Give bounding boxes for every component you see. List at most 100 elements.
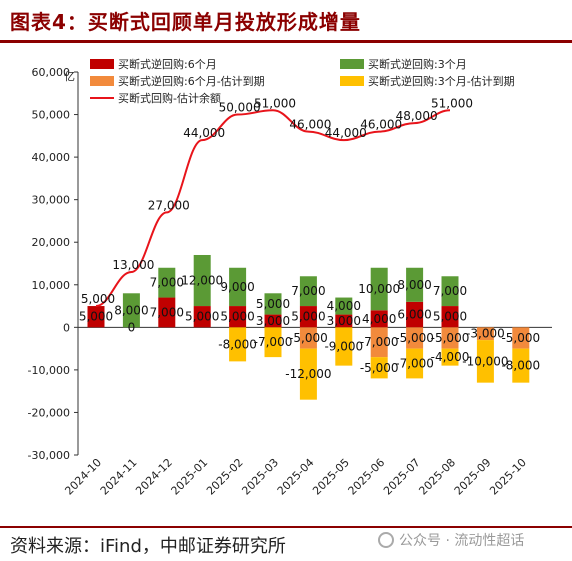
bar-6m-2025-01 <box>193 306 211 328</box>
label-balance: 44,000 <box>183 126 225 140</box>
footer-rule <box>0 526 572 528</box>
balance-line <box>95 109 451 308</box>
bar-6m-2025-06 <box>370 310 388 328</box>
label-6m: 5,000 <box>291 310 325 324</box>
label-3m: 7,000 <box>150 276 184 290</box>
legend-swatch-m3 <box>340 76 364 86</box>
y-tick-label: -30,000 <box>28 449 70 462</box>
label-balance: 27,000 <box>148 198 190 212</box>
bar-6m-maturity-2025-07 <box>406 327 424 349</box>
title-bar: 图表4：买断式回顾单月投放形成增量 <box>0 0 572 40</box>
bar-6m-2025-02 <box>229 306 247 328</box>
x-tick-label: 2024-11 <box>98 456 140 498</box>
label-3m-maturity: -7,000 <box>254 335 293 349</box>
label-6m-maturity: -7,000 <box>360 335 399 349</box>
label-3m-maturity: -4,000 <box>431 350 470 364</box>
bar-3m-maturity-2025-07 <box>406 348 424 379</box>
label-balance: 5,000 <box>81 292 115 306</box>
x-tick-label: 2025-02 <box>204 456 246 498</box>
legend-label-bal: 买断式回购-估计余额 <box>118 91 221 105</box>
label-6m: 4,000 <box>362 312 396 326</box>
legend-swatch-s3 <box>340 59 364 69</box>
label-balance: 48,000 <box>396 109 438 123</box>
label-3m: 5,000 <box>256 297 290 311</box>
label-6m-maturity: -3,000 <box>466 327 505 341</box>
label-6m-maturity: -5,000 <box>431 331 470 345</box>
bar-6m-maturity-2025-06 <box>370 327 388 358</box>
legend-swatch-m6 <box>90 76 114 86</box>
bar-3m-2025-08 <box>441 276 459 307</box>
label-6m-maturity: -5,000 <box>395 331 434 345</box>
label-balance: 51,000 <box>254 96 296 110</box>
label-6m: 7,000 <box>150 305 184 319</box>
label-3m-maturity: -8,000 <box>218 337 257 351</box>
source-note: 资料来源：iFind，中邮证券研究所 <box>10 536 286 557</box>
bar-3m-maturity-2025-02 <box>229 327 247 362</box>
watermark: 公众号 · 流动性超话 <box>378 530 524 550</box>
bar-3m-maturity-2025-10 <box>512 348 530 383</box>
label-3m-maturity: -7,000 <box>395 357 434 371</box>
bar-3m-2024-12 <box>158 267 176 298</box>
x-tick-label: 2025-06 <box>346 456 388 498</box>
label-3m-maturity: -8,000 <box>501 359 540 373</box>
label-balance: 51,000 <box>431 96 473 110</box>
legend-label-s6: 买断式逆回购:6个月 <box>118 57 217 71</box>
bar-6m-maturity-2025-04 <box>299 327 317 349</box>
bar-3m-maturity-2025-06 <box>370 357 388 379</box>
title-rule <box>0 40 572 43</box>
y-tick-label: 50,000 <box>32 109 71 122</box>
bar-3m-maturity-2025-03 <box>264 327 282 358</box>
label-6m: 5,000 <box>433 310 467 324</box>
y-tick-label: -20,000 <box>28 406 70 419</box>
y-tick-label: -10,000 <box>28 364 70 377</box>
label-3m-maturity: -12,000 <box>285 367 331 381</box>
y-tick-label: 0 <box>63 321 70 334</box>
bar-6m-2024-10 <box>87 306 105 328</box>
legend-swatch-s6 <box>90 59 114 69</box>
x-tick-label: 2025-08 <box>416 456 458 498</box>
bar-6m-2025-03 <box>264 314 282 328</box>
bar-3m-2025-07 <box>406 267 424 302</box>
bar-6m-2025-04 <box>299 306 317 328</box>
bar-6m-2024-12 <box>158 297 176 328</box>
label-3m: 7,000 <box>291 284 325 298</box>
bar-3m-2024-11 <box>122 293 140 328</box>
label-6m: 3,000 <box>327 314 361 328</box>
bar-3m-2025-06 <box>370 267 388 311</box>
label-6m-maturity: -5,000 <box>289 331 328 345</box>
bar-3m-maturity-2025-08 <box>441 348 459 366</box>
label-6m: 0 <box>128 320 136 334</box>
label-balance: 50,000 <box>219 101 261 115</box>
wechat-icon <box>378 532 394 548</box>
label-3m: 9,000 <box>220 280 254 294</box>
y-tick-label: 40,000 <box>32 151 71 164</box>
label-6m: 3,000 <box>256 314 290 328</box>
label-6m: 5,000 <box>185 310 219 324</box>
y-tick-label: 20,000 <box>32 236 71 249</box>
label-6m-maturity: -5,000 <box>501 331 540 345</box>
label-3m-maturity: -5,000 <box>360 361 399 375</box>
watermark-text: 公众号 · 流动性超话 <box>399 533 525 549</box>
y-tick-label: 60,000 <box>32 66 71 79</box>
label-6m: 6,000 <box>397 308 431 322</box>
bar-6m-maturity-2025-08 <box>441 327 459 349</box>
label-balance: 46,000 <box>289 118 331 132</box>
label-balance: 44,000 <box>325 126 367 140</box>
label-balance: 13,000 <box>112 258 154 272</box>
label-3m: 8,000 <box>114 303 148 317</box>
bar-3m-2025-01 <box>193 254 211 307</box>
bar-6m-2025-05 <box>335 314 353 328</box>
label-3m: 4,000 <box>327 299 361 313</box>
x-tick-label: 2025-10 <box>487 456 529 498</box>
bar-3m-2025-04 <box>299 276 317 307</box>
x-tick-label: 2025-01 <box>169 456 211 498</box>
label-3m: 7,000 <box>433 284 467 298</box>
y-unit-label: 亿 <box>64 70 75 83</box>
x-tick-label: 2025-07 <box>381 456 423 498</box>
bar-line-chart: 60,000 50,000 40,000 30,000 20,000 10,000 0 -10… <box>28 57 552 498</box>
x-tick-label: 2025-03 <box>239 456 281 498</box>
y-tick-label: 30,000 <box>32 194 71 207</box>
bar-6m-maturity-2025-10 <box>512 327 530 349</box>
bar-3m-2025-03 <box>264 293 282 315</box>
label-6m: 5,000 <box>220 310 254 324</box>
